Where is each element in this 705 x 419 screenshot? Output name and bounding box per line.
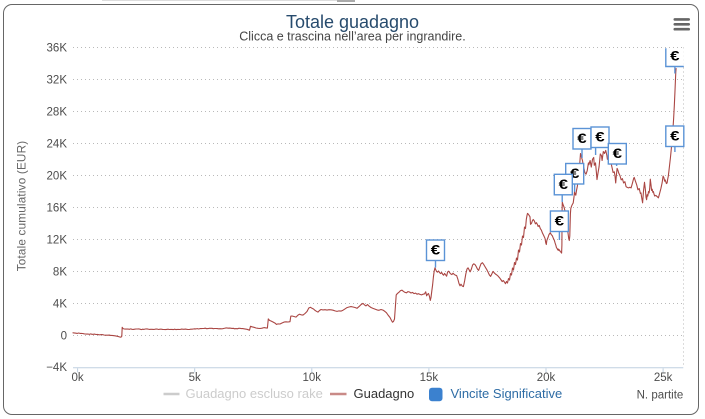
svg-text:€: €	[670, 48, 680, 64]
svg-text:16K: 16K	[47, 202, 68, 214]
svg-text:36K: 36K	[47, 42, 68, 54]
svg-text:N. partite: N. partite	[637, 390, 684, 402]
svg-text:Guadagno: Guadagno	[354, 386, 415, 401]
svg-text:10k: 10k	[303, 372, 322, 384]
svg-text:24K: 24K	[47, 138, 68, 150]
svg-text:€: €	[570, 165, 580, 181]
svg-text:20K: 20K	[47, 170, 68, 182]
svg-text:28K: 28K	[47, 106, 68, 118]
svg-text:€: €	[613, 145, 623, 161]
svg-text:8K: 8K	[53, 266, 67, 278]
svg-text:€: €	[577, 130, 587, 146]
svg-text:Guadagno escluso rake: Guadagno escluso rake	[186, 386, 323, 401]
svg-text:Totale cumulativo (EUR): Totale cumulativo (EUR)	[16, 141, 29, 272]
svg-text:0k: 0k	[72, 372, 84, 384]
svg-text:−4K: −4K	[46, 362, 67, 374]
svg-text:15k: 15k	[420, 372, 439, 384]
svg-text:€: €	[431, 242, 441, 258]
svg-text:Clicca e trascina nell’area pe: Clicca e trascina nell’area per ingrandi…	[239, 30, 466, 44]
svg-text:Vincite Significative: Vincite Significative	[451, 386, 563, 401]
svg-text:25k: 25k	[654, 372, 673, 384]
svg-text:20k: 20k	[537, 372, 556, 384]
svg-text:Totale guadagno: Totale guadagno	[286, 12, 419, 32]
svg-text:€: €	[559, 176, 569, 192]
svg-text:12K: 12K	[47, 234, 68, 246]
svg-text:€: €	[670, 128, 680, 144]
svg-text:4K: 4K	[53, 298, 67, 310]
svg-text:€: €	[555, 213, 565, 229]
svg-text:0: 0	[61, 330, 67, 342]
svg-text:5k: 5k	[189, 372, 201, 384]
svg-text:€: €	[595, 129, 605, 145]
svg-text:32K: 32K	[47, 74, 68, 86]
